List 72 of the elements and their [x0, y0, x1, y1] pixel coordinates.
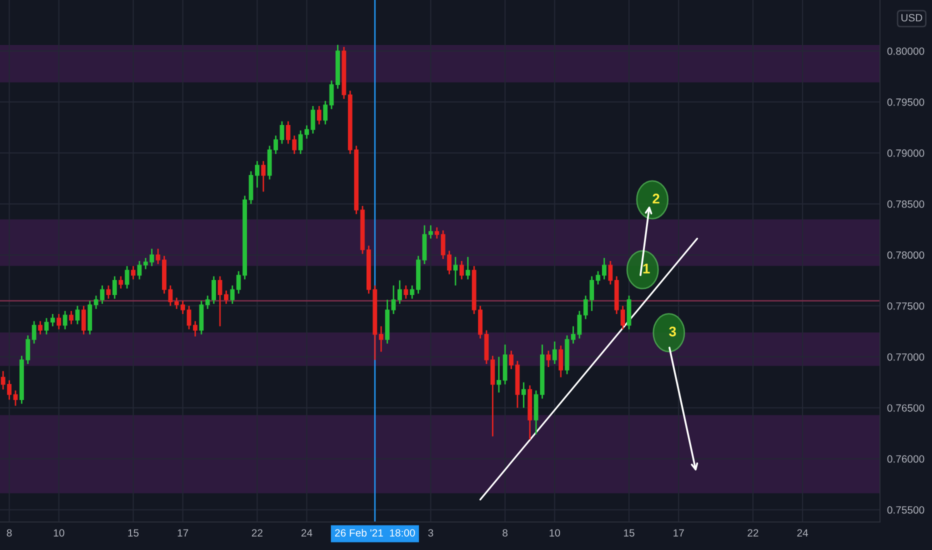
candlestick: [112, 276, 117, 300]
candlestick: [398, 280, 402, 305]
candlestick: [466, 256, 470, 280]
candlestick: [75, 305, 80, 325]
candlestick: [428, 224, 433, 240]
candlestick: [50, 313, 55, 327]
y-tick-label: 0.78500: [887, 200, 924, 208]
x-tick-label: 24: [797, 529, 808, 536]
candlestick: [218, 276, 222, 327]
candlestick: [137, 260, 142, 280]
x-tick-label: 8: [6, 529, 12, 537]
x-tick-label: 3: [428, 529, 434, 537]
y-tick-label: 0.78000: [887, 251, 924, 259]
candlestick: [323, 100, 328, 126]
y-tick-label: 0.76500: [887, 404, 924, 412]
y-tick-label: 0.77500: [887, 302, 924, 310]
annotation: 1: [643, 264, 650, 274]
annotation: 2: [652, 194, 660, 204]
candlestick: [118, 276, 124, 290]
candlestick: [434, 226, 440, 240]
candlestick: [316, 105, 322, 126]
x-tick-label: 15: [128, 529, 139, 537]
x-tick-label: 10: [54, 529, 64, 537]
candlestick: [404, 284, 408, 300]
candlestick: [81, 305, 86, 336]
candlestick: [378, 326, 384, 352]
y-tick-label: 0.80000: [887, 47, 924, 55]
y-tick-label: 0.76000: [887, 455, 924, 463]
x-tick-label: 8: [502, 529, 508, 537]
candlestick: [602, 257, 606, 280]
candlestick: [254, 160, 260, 188]
candlestick: [56, 313, 62, 330]
annotation: 3: [669, 326, 676, 336]
candlestick: [558, 344, 564, 378]
candlestick: [310, 105, 316, 134]
candlestick: [62, 310, 68, 330]
candlestick: [156, 248, 160, 265]
x-tick-label: 22: [252, 529, 262, 536]
candlestick: [69, 310, 74, 325]
candlestick: [106, 284, 111, 300]
x-tick-label: 22: [748, 529, 758, 536]
y-tick-label: 0.75500: [887, 506, 924, 514]
candlestick: [453, 256, 458, 286]
x-tick-label: 26 Feb '21 18:00: [335, 528, 415, 537]
candlestick: [186, 305, 192, 330]
candlestick: [32, 320, 36, 344]
candlestick: [521, 382, 526, 409]
x-tick-label: 17: [178, 529, 188, 536]
y-tick-label: 0.77000: [887, 353, 924, 361]
x-tick-label: 15: [624, 529, 634, 537]
candlestick: [224, 290, 228, 305]
candlestick: [193, 320, 198, 338]
candlestick: [13, 390, 18, 406]
x-tick-label: 10: [550, 529, 560, 537]
candlestick: [131, 265, 136, 280]
candlestick: [391, 284, 396, 315]
y-tick-label: 0.79500: [887, 98, 924, 106]
candlestick: [496, 356, 502, 394]
candlestick: [459, 260, 464, 280]
x-tick-label: 17: [674, 529, 684, 536]
candlestick: [509, 350, 514, 370]
candlestick: [38, 320, 42, 336]
candlestick: [261, 160, 266, 192]
candlestick: [552, 340, 557, 365]
candlestick: [230, 284, 235, 305]
candlestick: [546, 350, 551, 368]
x-tick-label: 24: [301, 529, 312, 536]
candlestick: [280, 120, 284, 144]
candlestick: [124, 265, 130, 290]
y-tick-label: 0.79000: [887, 149, 924, 157]
candlestick: [608, 260, 613, 286]
text: USD: [901, 14, 922, 22]
